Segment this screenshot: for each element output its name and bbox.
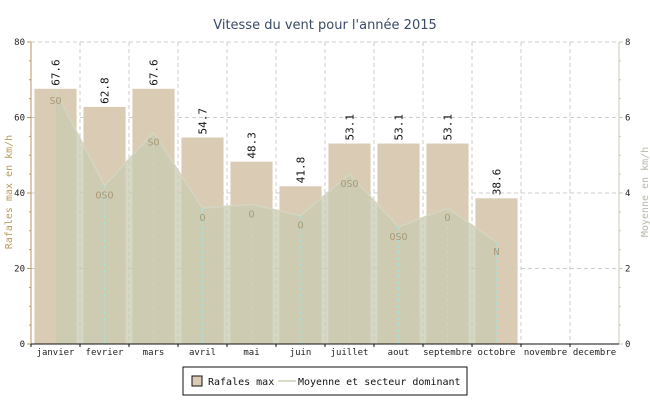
y-tick-label-right: 4 xyxy=(625,189,630,199)
line-moyenne xyxy=(54,90,497,243)
y-tick-label-right: 6 xyxy=(625,114,630,124)
sector-label: OSO xyxy=(340,179,358,190)
legend-swatch-rafales xyxy=(191,375,203,387)
bar-value-label: 41.8 xyxy=(295,157,308,184)
x-tick-label: fevrier xyxy=(86,348,125,358)
y-tick-label-left: 60 xyxy=(14,114,25,124)
bar-value-label: 67.6 xyxy=(148,59,161,86)
x-tick-label: mai xyxy=(243,348,259,358)
area-moyenne xyxy=(55,91,497,344)
x-tick-label: novembre xyxy=(524,348,567,358)
x-tick-label: juillet xyxy=(331,348,369,358)
bar-value-label: 48.3 xyxy=(246,132,259,159)
bar-value-label: 54.7 xyxy=(197,108,210,135)
y-tick-label-right: 0 xyxy=(625,340,630,350)
sector-label: O xyxy=(297,221,303,232)
y-tick-label-left: 80 xyxy=(14,38,25,48)
y-axis-right-label: Moyenne en km/h xyxy=(640,147,650,237)
sector-label: O xyxy=(248,209,254,220)
legend-label-moyenne: Moyenne et secteur dominant xyxy=(298,377,461,388)
x-tick-label: mars xyxy=(143,348,165,358)
bar-value-label: 53.1 xyxy=(393,114,406,141)
bar-value-label: 53.1 xyxy=(344,114,357,141)
y-tick-label-right: 8 xyxy=(625,38,630,48)
sector-label: OSO xyxy=(389,232,407,243)
x-tick-label: juin xyxy=(290,348,312,358)
sector-label: SO xyxy=(49,96,61,107)
legend: Rafales max Moyenne et secteur dominant xyxy=(182,366,468,396)
sector-label: SO xyxy=(147,138,159,149)
x-tick-label: septembre xyxy=(423,348,472,358)
x-tick-label: decembre xyxy=(573,348,616,358)
sector-label: O xyxy=(444,213,450,224)
bar-value-label: 62.8 xyxy=(99,77,112,104)
x-tick-label: janvier xyxy=(37,348,76,358)
y-axis-left-label: Rafales max en km/h xyxy=(4,135,15,249)
sector-label: OSO xyxy=(95,190,113,201)
sector-label: N xyxy=(493,247,499,258)
legend-label-rafales: Rafales max xyxy=(208,377,274,388)
x-tick-label: octobre xyxy=(478,348,516,358)
bar-value-label: 38.6 xyxy=(491,169,504,196)
x-tick-label: avril xyxy=(189,348,216,358)
y-tick-label-right: 2 xyxy=(625,265,630,275)
bar-value-label: 67.6 xyxy=(50,59,63,86)
bar-value-label: 53.1 xyxy=(442,114,455,141)
sector-label: O xyxy=(199,213,205,224)
plot-area: SO OSO SO O O O OSO OSO O N 67.6 62.8 67.6 54.7 48.3 41… xyxy=(14,38,630,358)
x-tick-label: aout xyxy=(388,348,410,358)
y-tick-label-left: 20 xyxy=(14,265,25,275)
y-tick-label-left: 40 xyxy=(14,189,25,199)
legend-box xyxy=(182,366,468,396)
y-tick-label-left: 0 xyxy=(20,340,25,350)
chart-title: Vitesse du vent pour l'année 2015 xyxy=(213,18,437,33)
